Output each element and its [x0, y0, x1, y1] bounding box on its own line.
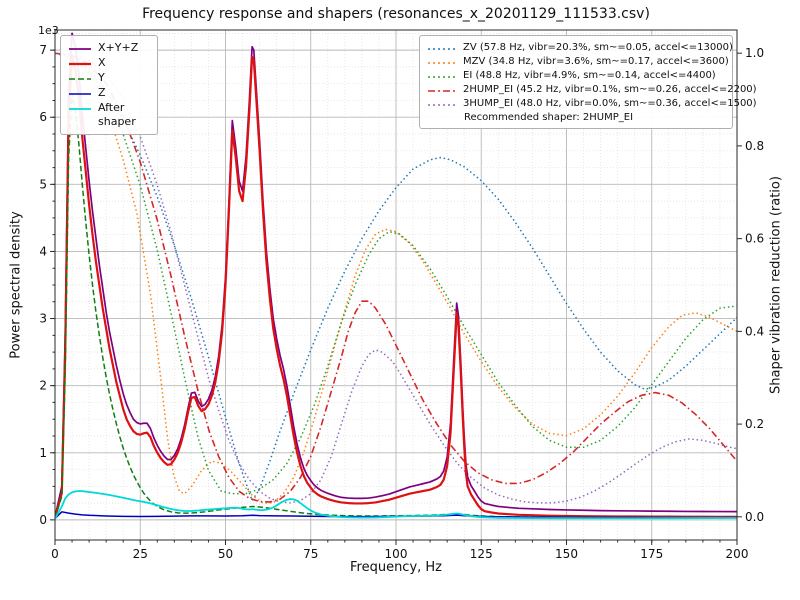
legend-item-zv: ZV (57.8 Hz, vibr=20.3%, sm~=0.05, accel… [427, 41, 733, 54]
legend-line-sample-mzv [428, 62, 456, 64]
legend-item-3hump_ei: 3HUMP_EI (48.0 Hz, vibr=0.0%, sm~=0.36, … [427, 97, 757, 110]
legend-label-zv: ZV (57.8 Hz, vibr=20.3%, sm~=0.05, accel… [463, 42, 733, 53]
legend-item-mzv: MZV (34.8 Hz, vibr=3.6%, sm~=0.17, accel… [427, 55, 729, 68]
legend-label-x: X [98, 56, 106, 69]
legend-shapers-rows: ZV (57.8 Hz, vibr=20.3%, sm~=0.05, accel… [427, 41, 757, 110]
legend-item-x: X [68, 56, 150, 70]
y-axis-label-right: Shaper vibration reduction (ratio) [768, 176, 784, 394]
legend-item-ei: EI (48.8 Hz, vibr=4.9%, sm~=0.14, accel<… [427, 69, 725, 82]
legend-line-sample-ei [428, 76, 456, 78]
legend-shapers: ZV (57.8 Hz, vibr=20.3%, sm~=0.05, accel… [419, 35, 757, 129]
x-axis-label: Frequency, Hz [349, 560, 443, 575]
legend-label-3hump_ei: 3HUMP_EI (48.0 Hz, vibr=0.0%, sm~=0.36, … [463, 98, 757, 109]
legend-line-sample-zv [428, 48, 456, 50]
legend-line-sample-after_shaper [69, 108, 91, 110]
legend-label-after_shaper: After shaper [98, 101, 136, 128]
legend-label-mzv: MZV (34.8 Hz, vibr=3.6%, sm~=0.17, accel… [463, 56, 729, 67]
legend-note: Recommended shaper: 2HUMP_EI [464, 112, 634, 123]
legend-psd: X+Y+Z X Y Z After shaper [60, 35, 158, 135]
legend-label-ei: EI (48.8 Hz, vibr=4.9%, sm~=0.14, accel<… [463, 70, 716, 81]
y-axis-label-left: Power spectral density [8, 211, 24, 359]
legend-label-sum: X+Y+Z [98, 41, 139, 54]
legend-item-sum: X+Y+Z [68, 41, 150, 55]
legend-label-z: Z [98, 86, 106, 99]
legend-line-sample-y [69, 78, 91, 80]
legend-item-z: Z [68, 86, 150, 100]
legend-item-y: Y [68, 71, 150, 85]
chart-title: Frequency response and shapers (resonanc… [142, 6, 650, 22]
legend-line-sample-x [69, 62, 91, 66]
legend-line-sample-sum [69, 48, 91, 50]
legend-line-sample-2hump_ei [428, 90, 456, 92]
y-axis-offset-label: 1e3 [38, 24, 59, 37]
legend-psd-rows: X+Y+Z X Y Z After shaper [68, 41, 150, 129]
legend-line-sample-3hump_ei [428, 104, 456, 106]
legend-item-2hump_ei: 2HUMP_EI (45.2 Hz, vibr=0.1%, sm~=0.26, … [427, 83, 757, 96]
legend-label-y: Y [98, 71, 105, 84]
legend-line-sample-z [69, 93, 91, 95]
legend-label-2hump_ei: 2HUMP_EI (45.2 Hz, vibr=0.1%, sm~=0.26, … [463, 84, 757, 95]
legend-item-after_shaper: After shaper [68, 101, 150, 129]
